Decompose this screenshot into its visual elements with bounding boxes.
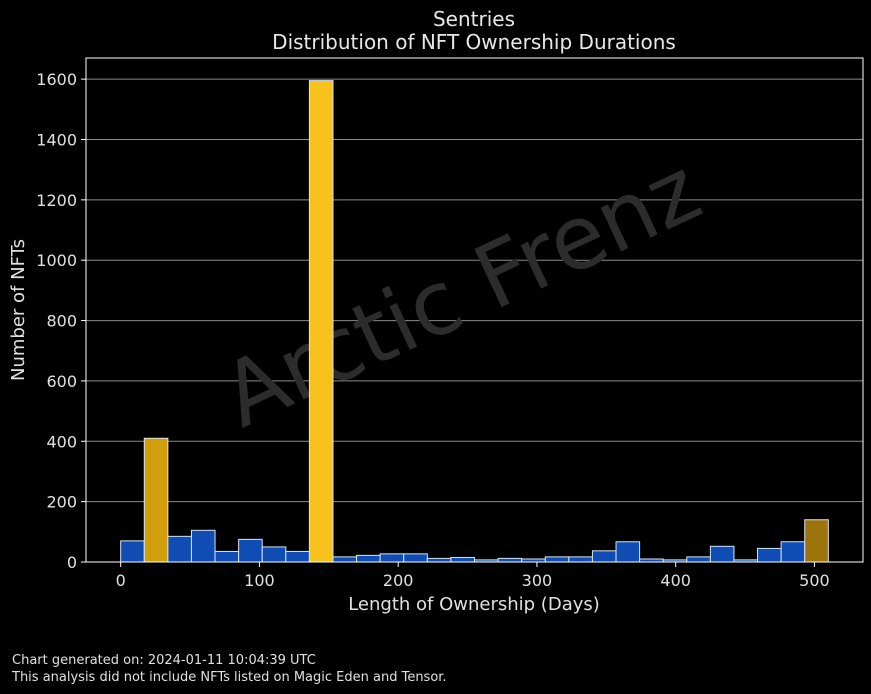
histogram-bar: [285, 550, 310, 563]
y-tick-label: 200: [46, 493, 77, 512]
histogram-bar: [450, 556, 476, 563]
y-tick-label: 800: [46, 312, 77, 331]
histogram-bar: [757, 547, 782, 563]
y-axis-ticks: 0 200 400 600 800 1000 1200 1400 1600: [36, 70, 86, 572]
x-tick-label: 500: [799, 571, 830, 590]
x-tick-label: 300: [522, 571, 553, 590]
histogram-bar: [238, 538, 263, 563]
grid-lines: [86, 78, 863, 503]
chart-subtitle: Distribution of NFT Ownership Durations: [272, 30, 676, 54]
histogram-chart: Sentries Distribution of NFT Ownership D…: [8, 7, 864, 615]
histogram-bar: [120, 540, 145, 563]
histogram-bar: [379, 553, 405, 563]
x-axis-label: Length of Ownership (Days): [348, 594, 600, 615]
histogram-bar: [426, 557, 452, 563]
histogram-bar: [214, 550, 240, 563]
histogram-bar: [356, 554, 381, 563]
histogram-bar: [709, 545, 735, 563]
histogram-bar: [190, 529, 216, 563]
y-tick-label: 600: [46, 372, 77, 391]
histogram-bar: [261, 546, 287, 563]
x-tick-label: 200: [383, 571, 414, 590]
histogram-bar: [167, 535, 192, 563]
x-tick-label: 100: [244, 571, 275, 590]
y-tick-label: 1600: [36, 70, 77, 89]
histogram-bar: [568, 556, 593, 563]
footer-generated-date: Chart generated on: 2024-01-11 10:04:39 …: [12, 653, 316, 668]
footer-note: This analysis did not include NFTs liste…: [12, 670, 447, 685]
x-tick-label: 0: [116, 571, 126, 590]
histogram-bar: [615, 541, 641, 563]
y-tick-label: 0: [67, 553, 77, 572]
y-axis-label: Number of NFTs: [8, 239, 29, 381]
histogram-bar: [591, 550, 617, 563]
histogram-bar: [686, 556, 711, 563]
histogram-bar: [780, 541, 806, 563]
histogram-bar: [804, 519, 829, 563]
histogram-bar: [544, 556, 570, 563]
y-tick-label: 1400: [36, 130, 77, 149]
watermark: Arctic Frenz: [207, 137, 715, 447]
y-tick-label: 400: [46, 432, 77, 451]
histogram-bar: [308, 80, 334, 563]
plot-frame: [85, 57, 864, 563]
histogram-bar: [403, 553, 428, 563]
histogram-bar: [143, 437, 169, 563]
histogram-bar: [332, 556, 358, 563]
histogram-bar: [497, 557, 523, 563]
x-tick-label: 400: [660, 571, 691, 590]
histogram-bars: [120, 80, 829, 563]
chart-title: Sentries: [433, 7, 515, 31]
y-tick-label: 1200: [36, 191, 77, 210]
x-axis-ticks: 0 100 200 300 400 500: [116, 562, 830, 590]
y-tick-label: 1000: [36, 251, 77, 270]
